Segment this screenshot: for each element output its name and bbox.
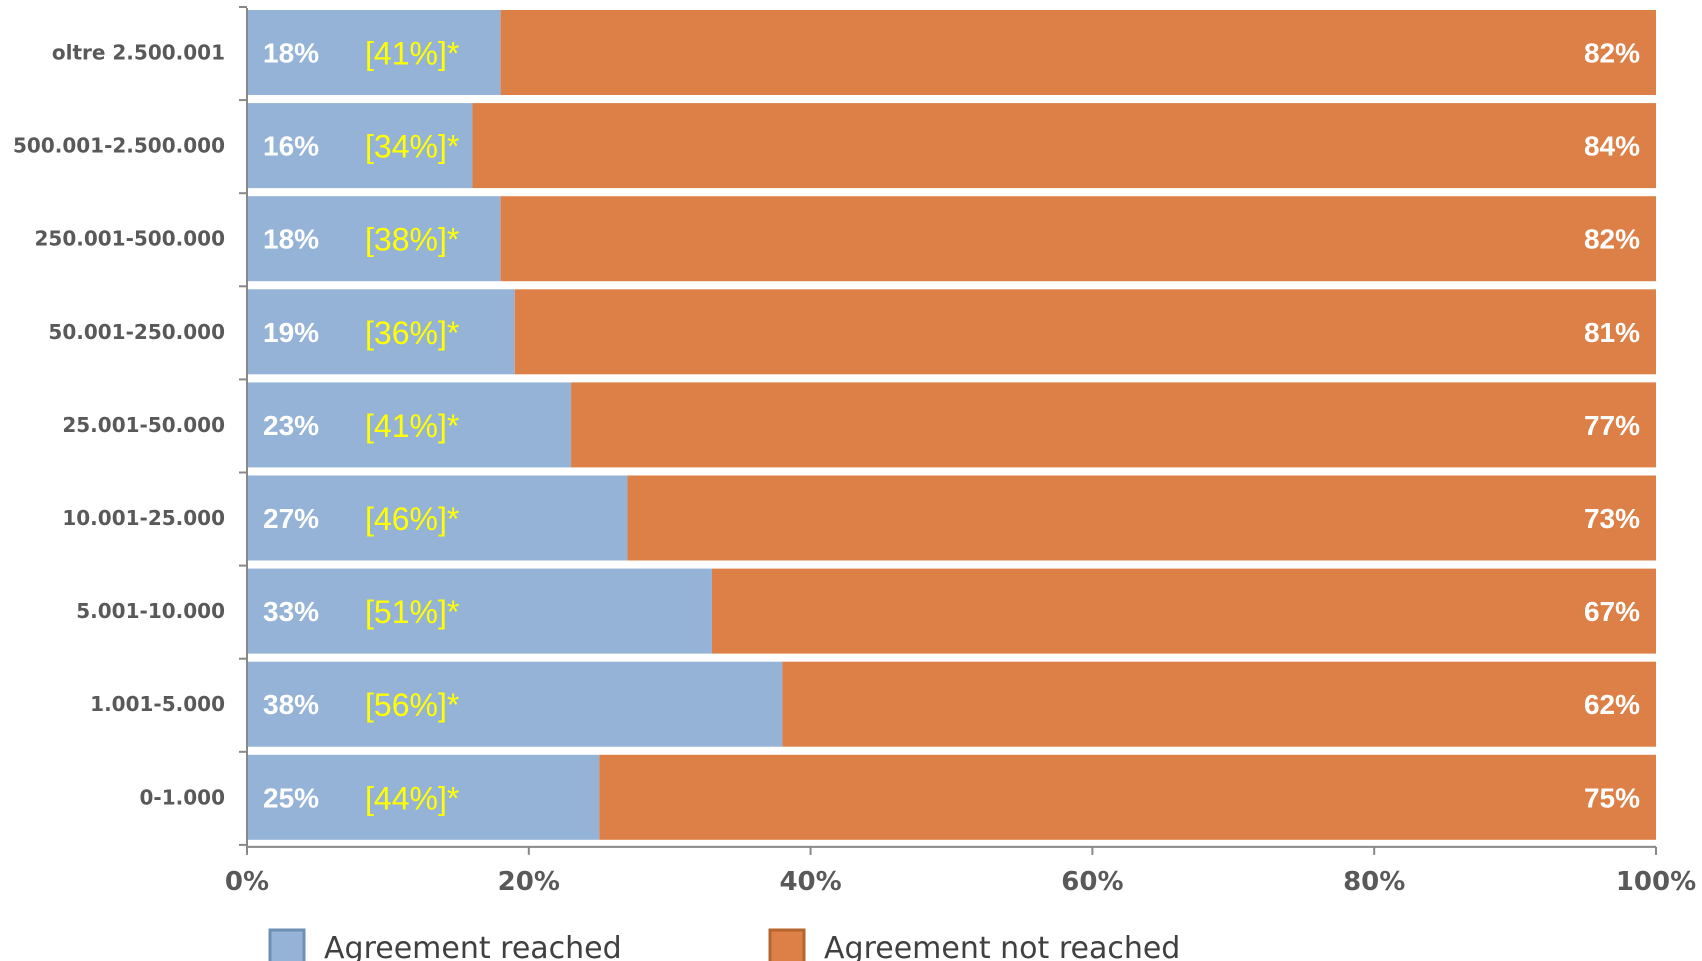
data-label-reached: 18%	[263, 38, 319, 69]
x-tick-label: 0%	[225, 867, 269, 897]
data-label-not-reached: 81%	[1584, 317, 1640, 348]
bar-agreement-not-reached	[571, 382, 1656, 468]
data-label-not-reached: 84%	[1584, 131, 1640, 162]
category-label: 10.001-25.000	[62, 506, 225, 530]
category-label: 5.001-10.000	[76, 599, 225, 623]
labels-layer: oltre 2.500.001 18% 82% [41%]* 500.001-2.500…	[13, 36, 1696, 898]
annotation-label: [41%]*	[365, 36, 459, 72]
x-tick-label: 80%	[1343, 867, 1405, 897]
bar-agreement-not-reached	[500, 10, 1656, 95]
bar-agreement-reached	[247, 754, 600, 840]
data-label-reached: 33%	[263, 596, 319, 627]
category-label: 25.001-50.000	[62, 413, 225, 437]
data-label-not-reached: 62%	[1584, 689, 1640, 720]
x-tick-label: 60%	[1061, 867, 1123, 897]
annotation-label: [51%]*	[365, 594, 459, 630]
x-tick-label: 20%	[498, 867, 560, 897]
data-label-reached: 18%	[263, 224, 319, 255]
data-label-not-reached: 82%	[1584, 38, 1640, 69]
annotation-label: [46%]*	[365, 501, 459, 537]
data-label-not-reached: 73%	[1584, 503, 1640, 534]
data-label-reached: 38%	[263, 689, 319, 720]
bar-agreement-not-reached	[627, 475, 1657, 561]
bar-agreement-not-reached	[599, 754, 1656, 840]
legend-item-agreement-reached: Agreement reached	[268, 928, 622, 961]
bar-agreement-not-reached	[472, 103, 1657, 189]
annotation-label: [56%]*	[365, 687, 459, 723]
annotation-label: [34%]*	[365, 129, 459, 165]
data-label-not-reached: 67%	[1584, 596, 1640, 627]
legend-swatch	[268, 928, 306, 961]
bar-agreement-reached	[247, 289, 515, 375]
category-label: 50.001-250.000	[48, 320, 225, 344]
annotation-label: [44%]*	[365, 780, 459, 816]
data-label-reached: 19%	[263, 317, 319, 348]
bar-agreement-reached	[247, 382, 572, 468]
category-label: 250.001-500.000	[35, 227, 226, 251]
x-tick-label: 40%	[779, 867, 841, 897]
axes-layer	[239, 6, 1657, 855]
legend-item-agreement-not-reached: Agreement not reached	[768, 928, 1180, 961]
data-label-not-reached: 77%	[1584, 410, 1640, 441]
data-label-reached: 23%	[263, 410, 319, 441]
data-label-not-reached: 75%	[1584, 782, 1640, 813]
legend-label: Agreement not reached	[824, 931, 1180, 961]
bar-agreement-not-reached	[514, 289, 1657, 375]
bar-agreement-reached	[247, 103, 473, 189]
category-label: oltre 2.500.001	[52, 41, 225, 65]
category-label: 0-1.000	[140, 785, 225, 809]
data-label-reached: 25%	[263, 782, 319, 813]
annotation-label: [38%]*	[365, 222, 459, 258]
bar-agreement-reached	[247, 568, 712, 654]
data-label-reached: 27%	[263, 503, 319, 534]
annotation-label: [41%]*	[365, 408, 459, 444]
legend-label: Agreement reached	[324, 931, 622, 961]
bar-agreement-not-reached	[782, 661, 1656, 747]
category-label: 1.001-5.000	[90, 692, 225, 716]
bar-agreement-reached	[247, 475, 628, 561]
legend: Agreement reached Agreement not reached	[268, 928, 1180, 961]
x-tick-label: 100%	[1616, 867, 1696, 897]
legend-swatch	[768, 928, 806, 961]
data-label-not-reached: 82%	[1584, 224, 1640, 255]
bar-agreement-reached	[247, 10, 501, 95]
bar-agreement-reached	[247, 661, 783, 747]
bar-agreement-not-reached	[711, 568, 1656, 654]
annotation-label: [36%]*	[365, 315, 459, 351]
data-label-reached: 16%	[263, 131, 319, 162]
bar-agreement-not-reached	[500, 196, 1656, 282]
category-label: 500.001-2.500.000	[13, 134, 225, 158]
bar-agreement-reached	[247, 196, 501, 282]
bars-layer	[247, 10, 1657, 840]
